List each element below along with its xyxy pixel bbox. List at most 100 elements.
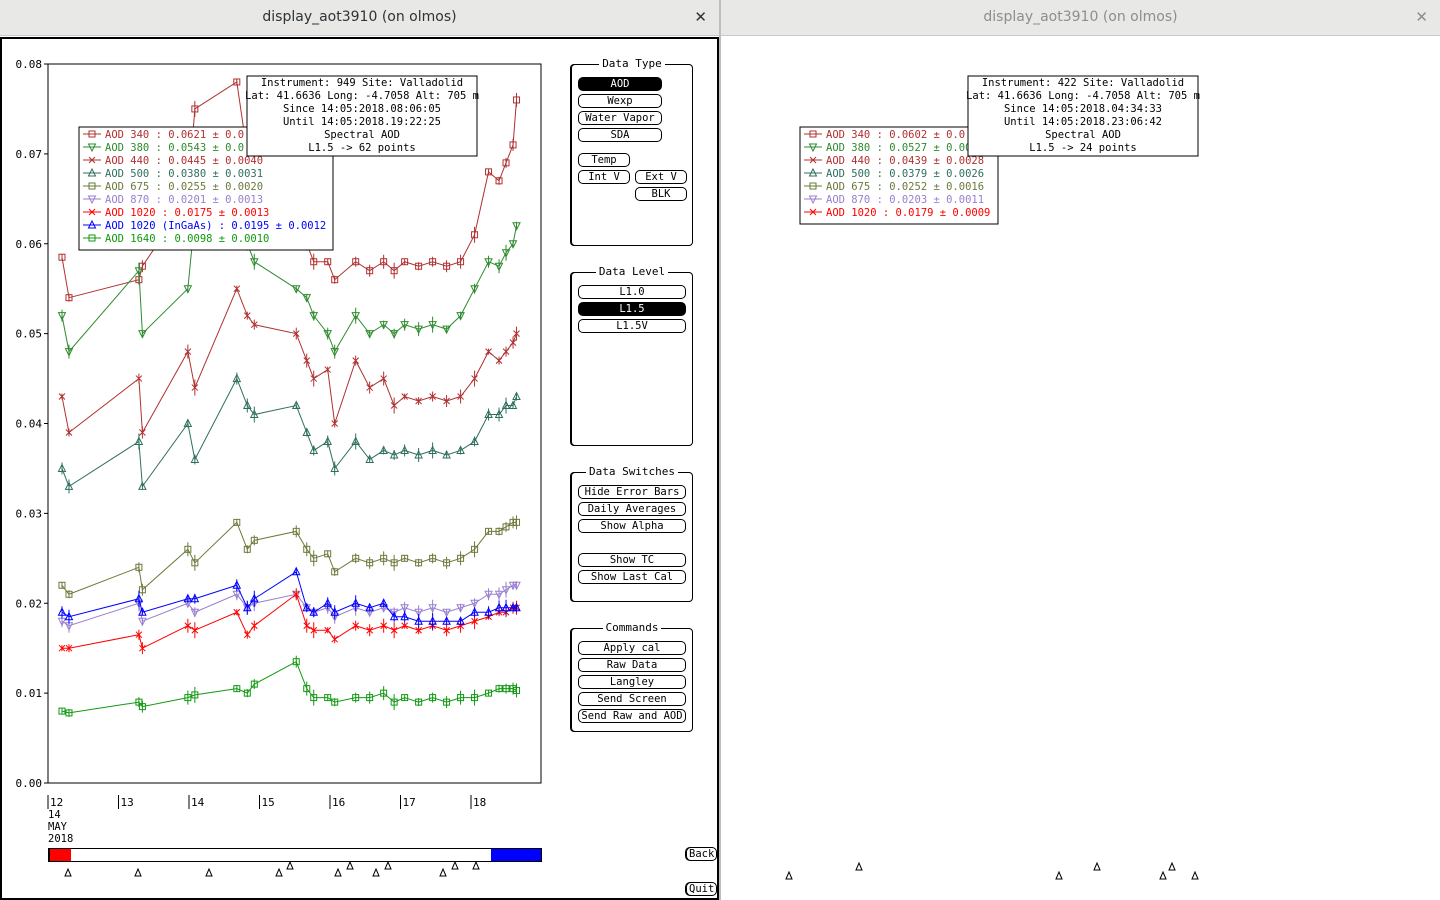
data-point	[324, 366, 332, 373]
data-point	[379, 321, 388, 330]
date-label: 2018	[48, 833, 73, 845]
data-point	[303, 622, 311, 630]
show-tc-button[interactable]: Show TC	[578, 553, 686, 567]
legend-marker	[809, 156, 817, 164]
l15-button[interactable]: L1.5	[578, 302, 686, 316]
data-point	[389, 608, 399, 618]
data-point	[495, 357, 503, 364]
data-point	[331, 698, 339, 706]
data-point	[191, 559, 199, 567]
hide-error-bars-button[interactable]: Hide Error Bars	[578, 485, 686, 499]
data-point	[324, 694, 332, 702]
langley-button[interactable]: Langley	[578, 675, 686, 689]
l15v-button[interactable]: L1.5V	[578, 319, 686, 333]
data-point	[242, 400, 252, 410]
data-point	[456, 604, 465, 613]
blk-button[interactable]: BLK	[635, 187, 687, 201]
show-last-cal-button[interactable]: Show Last Cal	[578, 570, 686, 584]
time-range-bar[interactable]	[49, 848, 542, 862]
data-point	[191, 105, 199, 113]
data-point	[471, 231, 479, 239]
wexp-button[interactable]: Wexp	[578, 94, 662, 108]
data-point	[366, 267, 374, 275]
quit-button[interactable]: Quit	[686, 882, 718, 896]
data-point	[443, 559, 451, 567]
data-point	[323, 436, 333, 445]
data-point	[380, 258, 388, 266]
sda-button[interactable]: SDA	[578, 128, 662, 142]
legend-marker	[809, 182, 817, 190]
data-point	[494, 409, 504, 419]
legend-marker	[809, 130, 817, 138]
legend-entry: AOD 440 : 0.0445 ± 0.0040	[105, 155, 263, 167]
data-point	[513, 96, 521, 104]
legend-entry: AOD 870 : 0.0203 ± 0.0011	[826, 194, 984, 206]
data-type-panel: Data Type AOD Wexp Water Vapor SDA Temp Int V E…	[571, 57, 693, 246]
data-point	[302, 602, 312, 612]
series-line	[61, 521, 517, 595]
show-alpha-button[interactable]: Show Alpha	[578, 519, 686, 533]
data-point	[380, 622, 388, 630]
back-button[interactable]: Back	[686, 847, 718, 861]
window-title: display_aot3910 (on olmos)	[262, 9, 457, 25]
data-point	[415, 397, 422, 405]
data-point	[292, 658, 300, 666]
info-line: Since 14:05:2018.08:06:05	[283, 103, 441, 115]
data-point	[135, 563, 143, 571]
int-v-button[interactable]: Int V	[578, 170, 630, 184]
legend-entry: AOD 440 : 0.0439 ± 0.0028	[826, 155, 984, 167]
window-content: 0.010.020.030.040.050.060.070.0812131415…	[49, 37, 1440, 900]
daily-averages-button[interactable]: Daily Averages	[578, 502, 686, 516]
aod-button[interactable]: AOD	[578, 77, 662, 91]
data-point	[138, 330, 147, 339]
data-point	[57, 607, 67, 616]
data-point	[501, 249, 511, 258]
ext-v-button[interactable]: Ext V	[635, 170, 687, 184]
data-point	[471, 617, 478, 625]
send-screen-button[interactable]: Send Screen	[578, 692, 686, 706]
water-vapor-button[interactable]: Water Vapor	[578, 111, 662, 125]
titlebar-right[interactable]: display_aot3910 (on olmos) ✕	[721, 0, 1440, 36]
data-point	[380, 689, 388, 697]
range-start-marker[interactable]	[50, 849, 71, 861]
data-point	[494, 590, 504, 600]
range-end-marker[interactable]	[491, 849, 541, 861]
data-point	[138, 586, 146, 594]
data-point	[380, 554, 388, 562]
data-point	[330, 463, 340, 472]
data-point	[191, 626, 199, 634]
data-point	[415, 698, 423, 706]
data-point	[233, 685, 241, 693]
file-marker-icon	[785, 870, 793, 880]
date-label: MAY	[48, 821, 68, 833]
series-line	[61, 377, 517, 488]
file-marker-icon	[1055, 870, 1063, 880]
send-raw-aod-button[interactable]: Send Raw and AOD	[578, 709, 686, 723]
data-point	[502, 348, 510, 355]
close-icon[interactable]: ✕	[694, 8, 707, 26]
data-point	[457, 622, 464, 630]
l10-button[interactable]: L1.0	[578, 285, 686, 299]
data-point	[502, 159, 510, 167]
legend-entry: AOD 1020 : 0.0175 ± 0.0013	[105, 207, 269, 219]
apply-cal-button[interactable]: Apply cal	[578, 641, 686, 655]
data-point	[138, 607, 147, 616]
data-point	[512, 602, 521, 612]
raw-data-button[interactable]: Raw Data	[578, 658, 686, 672]
info-line: Spectral AOD	[324, 129, 400, 141]
temp-button[interactable]: Temp	[578, 153, 630, 167]
data-point	[351, 312, 360, 321]
legend-marker	[88, 182, 96, 190]
data-point	[365, 330, 374, 339]
titlebar-left[interactable]: display_aot3910 (on olmos) ✕	[0, 0, 719, 36]
close-icon[interactable]: ✕	[1415, 8, 1428, 26]
data-point	[183, 418, 193, 427]
window-title: display_aot3910 (on olmos)	[983, 9, 1178, 25]
window-divider	[719, 0, 721, 900]
data-point	[456, 445, 465, 454]
data-point	[250, 536, 258, 544]
data-point	[415, 626, 422, 634]
data-point	[134, 267, 144, 276]
data-point	[513, 330, 520, 337]
legend-marker	[808, 195, 818, 205]
